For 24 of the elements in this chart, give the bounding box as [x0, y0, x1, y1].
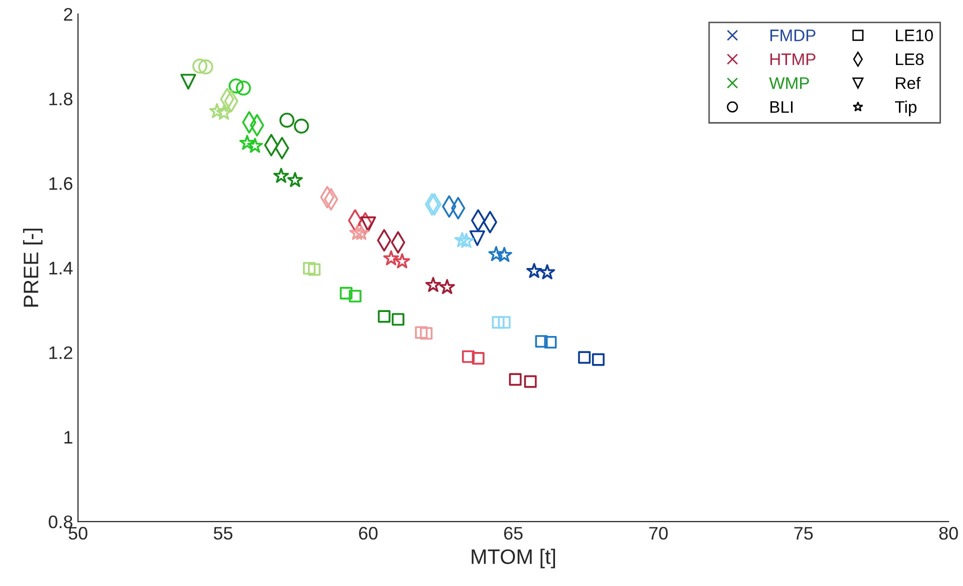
y-tick-label: 1.8 — [49, 92, 72, 106]
annotation: BLI — [770, 101, 793, 113]
annotation: LE8 — [896, 53, 924, 66]
x-tick-label: 55 — [214, 527, 232, 540]
y-axis-title: PREE [-] — [23, 228, 42, 307]
x-tick-label: 50 — [68, 526, 88, 540]
x-tick-label: 80 — [939, 526, 958, 540]
annotation: Ref — [896, 76, 921, 90]
y-tick-label: 0.8 — [48, 515, 72, 528]
y-tick-label: 1.6 — [49, 177, 72, 190]
x-axis-title: MTOM [t] — [472, 548, 556, 568]
legend-label: WMP — [769, 77, 809, 89]
y-tick-label: 1 — [64, 431, 72, 444]
y-tick-label: 2 — [64, 8, 72, 21]
x-tick-label: 65 — [504, 526, 523, 540]
annotation: Tip — [895, 100, 916, 116]
x-tick-label: 60 — [359, 526, 378, 540]
x-tick-label: 70 — [649, 526, 668, 540]
legend-label: FMDP — [770, 30, 816, 42]
y-tick-label: 1.2 — [49, 346, 72, 359]
annotation: LE10 — [896, 30, 933, 42]
x-tick-label: 75 — [794, 527, 813, 540]
y-tick-label: 1.4 — [49, 262, 73, 274]
legend-label: HTMP — [770, 54, 816, 66]
